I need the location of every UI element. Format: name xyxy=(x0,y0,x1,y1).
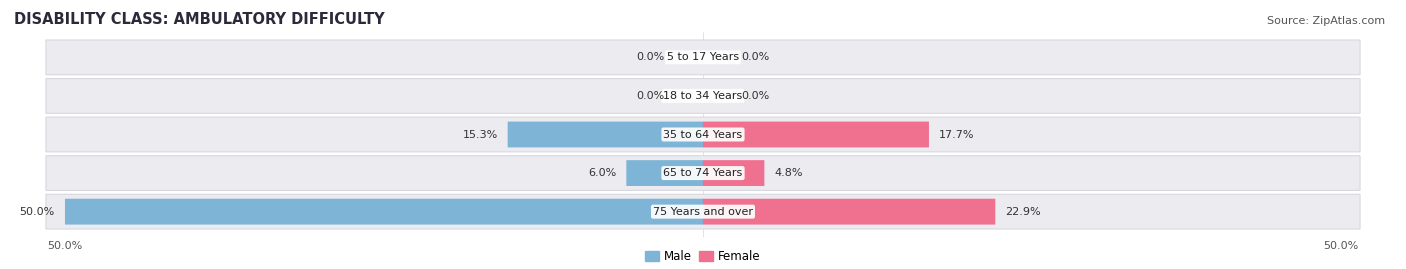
Text: 18 to 34 Years: 18 to 34 Years xyxy=(664,91,742,101)
Text: 0.0%: 0.0% xyxy=(637,91,665,101)
Text: 65 to 74 Years: 65 to 74 Years xyxy=(664,168,742,178)
FancyBboxPatch shape xyxy=(626,160,703,186)
FancyBboxPatch shape xyxy=(703,160,765,186)
FancyBboxPatch shape xyxy=(46,156,1360,190)
Legend: Male, Female: Male, Female xyxy=(641,245,765,268)
Text: 17.7%: 17.7% xyxy=(939,129,974,140)
Text: 15.3%: 15.3% xyxy=(463,129,498,140)
Text: 6.0%: 6.0% xyxy=(588,168,616,178)
FancyBboxPatch shape xyxy=(46,117,1360,152)
FancyBboxPatch shape xyxy=(46,79,1360,113)
Text: 5 to 17 Years: 5 to 17 Years xyxy=(666,52,740,62)
Text: 0.0%: 0.0% xyxy=(741,91,769,101)
FancyBboxPatch shape xyxy=(65,199,703,225)
FancyBboxPatch shape xyxy=(46,40,1360,75)
Text: 75 Years and over: 75 Years and over xyxy=(652,207,754,217)
Text: DISABILITY CLASS: AMBULATORY DIFFICULTY: DISABILITY CLASS: AMBULATORY DIFFICULTY xyxy=(14,12,385,27)
Text: Source: ZipAtlas.com: Source: ZipAtlas.com xyxy=(1267,16,1385,26)
Text: 0.0%: 0.0% xyxy=(741,52,769,62)
Text: 35 to 64 Years: 35 to 64 Years xyxy=(664,129,742,140)
FancyBboxPatch shape xyxy=(46,194,1360,229)
FancyBboxPatch shape xyxy=(703,199,995,225)
FancyBboxPatch shape xyxy=(703,122,929,147)
Text: 4.8%: 4.8% xyxy=(775,168,803,178)
Text: 50.0%: 50.0% xyxy=(20,207,55,217)
Text: 22.9%: 22.9% xyxy=(1005,207,1040,217)
FancyBboxPatch shape xyxy=(508,122,703,147)
Text: 0.0%: 0.0% xyxy=(637,52,665,62)
